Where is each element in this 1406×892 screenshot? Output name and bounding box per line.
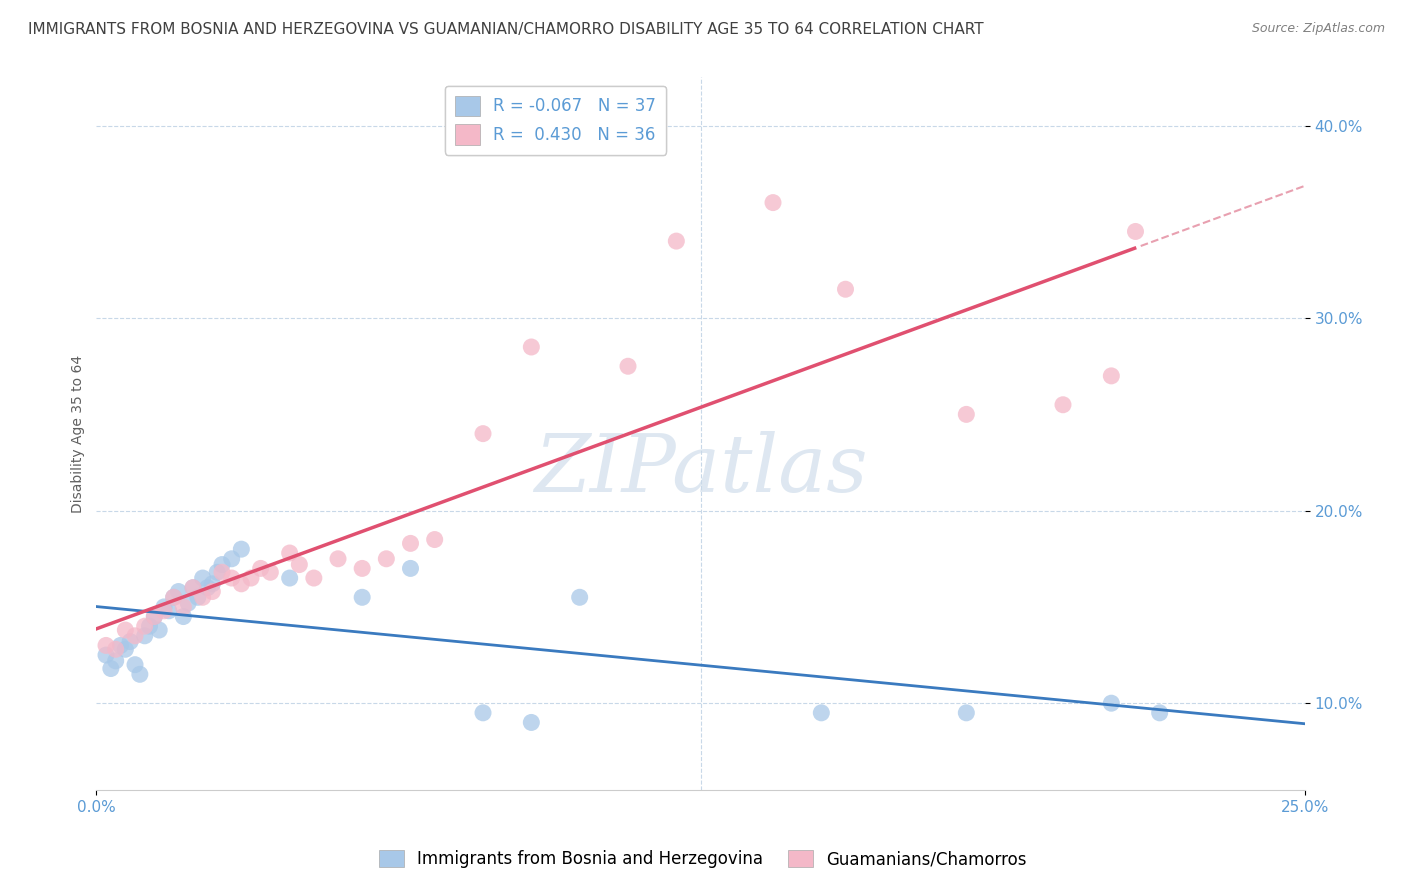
Point [114, 642, 136, 657]
Point [94, 639, 117, 653]
Point [138, 619, 160, 633]
Point [191, 571, 214, 585]
Point [278, 546, 301, 560]
Point [1099, 368, 1122, 383]
Point [124, 657, 146, 672]
Point [110, 639, 132, 653]
Text: IMMIGRANTS FROM BOSNIA AND HERZEGOVINA VS GUAMANIAN/CHAMORRO DISABILITY AGE 35 T: IMMIGRANTS FROM BOSNIA AND HERZEGOVINA V… [28, 22, 984, 37]
Point [472, 426, 495, 441]
Point [568, 591, 591, 605]
Point [1149, 706, 1171, 720]
Point [352, 591, 374, 605]
Point [955, 408, 977, 422]
Point [288, 558, 311, 572]
Point [810, 706, 832, 720]
Point [231, 542, 253, 557]
Text: Source: ZipAtlas.com: Source: ZipAtlas.com [1251, 22, 1385, 36]
Point [221, 571, 243, 585]
Point [249, 561, 271, 575]
Point [100, 661, 122, 675]
Y-axis label: Disability Age 35 to 64: Disability Age 35 to 64 [72, 355, 86, 513]
Point [472, 706, 495, 720]
Point [104, 654, 127, 668]
Text: ZIPatlas: ZIPatlas [534, 431, 868, 508]
Point [120, 634, 142, 648]
Point [148, 623, 170, 637]
Point [187, 591, 209, 605]
Legend: Immigrants from Bosnia and Herzegovina, Guamanians/Chamorros: Immigrants from Bosnia and Herzegovina, … [373, 843, 1033, 875]
Point [617, 359, 640, 374]
Point [259, 566, 281, 580]
Point [221, 551, 243, 566]
Point [375, 551, 398, 566]
Point [153, 599, 176, 614]
Legend: R = -0.067   N = 37, R =  0.430   N = 36: R = -0.067 N = 37, R = 0.430 N = 36 [444, 86, 666, 155]
Point [352, 561, 374, 575]
Point [167, 584, 190, 599]
Point [211, 558, 233, 572]
Point [191, 591, 214, 605]
Point [762, 195, 785, 210]
Point [197, 581, 219, 595]
Point [163, 591, 186, 605]
Point [172, 599, 194, 614]
Point [172, 609, 194, 624]
Point [177, 596, 200, 610]
Point [143, 609, 166, 624]
Point [399, 536, 422, 550]
Point [231, 577, 253, 591]
Point [181, 581, 204, 595]
Point [665, 234, 688, 248]
Point [114, 623, 136, 637]
Point [423, 533, 446, 547]
Point [1052, 398, 1074, 412]
Point [399, 561, 422, 575]
Point [955, 706, 977, 720]
Point [326, 551, 349, 566]
Point [520, 340, 543, 354]
Point [143, 609, 166, 624]
Point [201, 577, 224, 591]
Point [163, 591, 186, 605]
Point [181, 581, 204, 595]
Point [1125, 224, 1147, 238]
Point [104, 642, 127, 657]
Point [211, 566, 233, 580]
Point [153, 604, 176, 618]
Point [520, 715, 543, 730]
Point [128, 667, 150, 681]
Point [94, 648, 117, 662]
Point [278, 571, 301, 585]
Point [302, 571, 325, 585]
Point [157, 604, 180, 618]
Point [134, 629, 156, 643]
Point [205, 566, 228, 580]
Point [124, 629, 146, 643]
Point [240, 571, 263, 585]
Point [1099, 696, 1122, 710]
Point [134, 619, 156, 633]
Point [201, 584, 224, 599]
Point [834, 282, 856, 296]
